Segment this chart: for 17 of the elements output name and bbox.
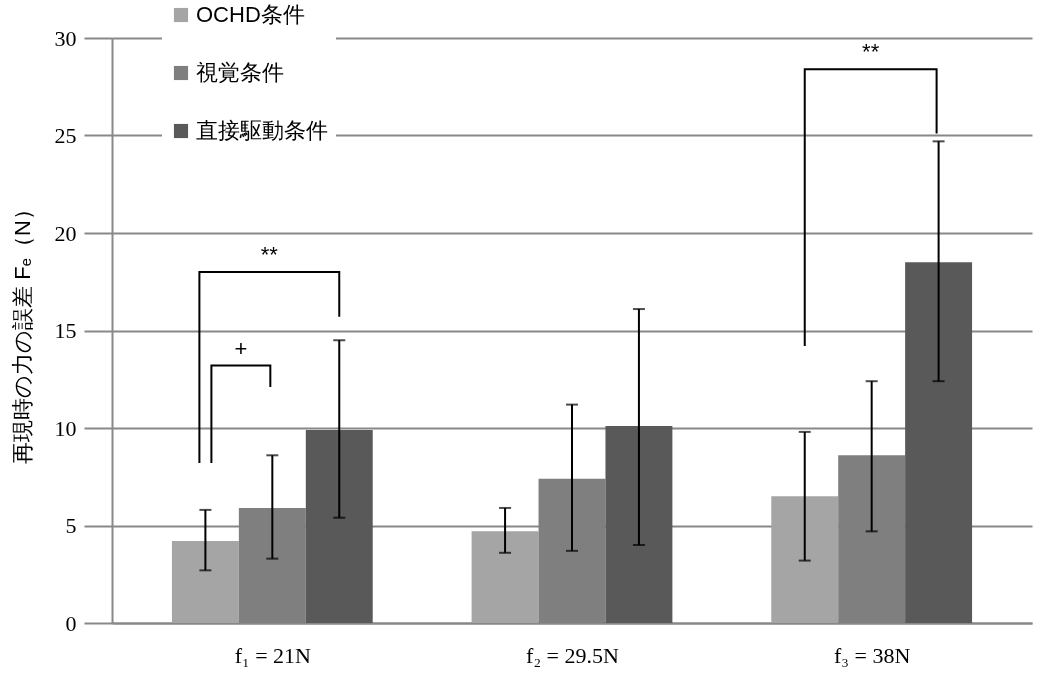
y-tick-label: 5 (65, 513, 77, 538)
annotation: ** (260, 242, 279, 267)
y-tick-label: 0 (65, 610, 77, 636)
y-tick-label: 30 (54, 25, 77, 51)
legend-label: 視覚条件 (196, 60, 284, 85)
x-tick-label: f₃ = 38N (834, 642, 911, 668)
y-tick-label: 20 (54, 220, 77, 246)
annotation: ** (862, 39, 880, 65)
x-tick-label: f₂ = 29.5N (526, 642, 619, 668)
y-tick-label: 15 (54, 318, 77, 343)
x-tick-label: f₁ = 21N (234, 642, 312, 668)
annotation: + (234, 335, 248, 361)
y-axis-title: 再現時の力の誤差 Fₑ（N） (9, 198, 35, 464)
legend-label: 直接駆動条件 (196, 118, 328, 143)
y-tick-label: 10 (54, 415, 77, 441)
legend-label: OCHD条件 (196, 2, 305, 27)
y-tick-label: 25 (54, 123, 77, 148)
